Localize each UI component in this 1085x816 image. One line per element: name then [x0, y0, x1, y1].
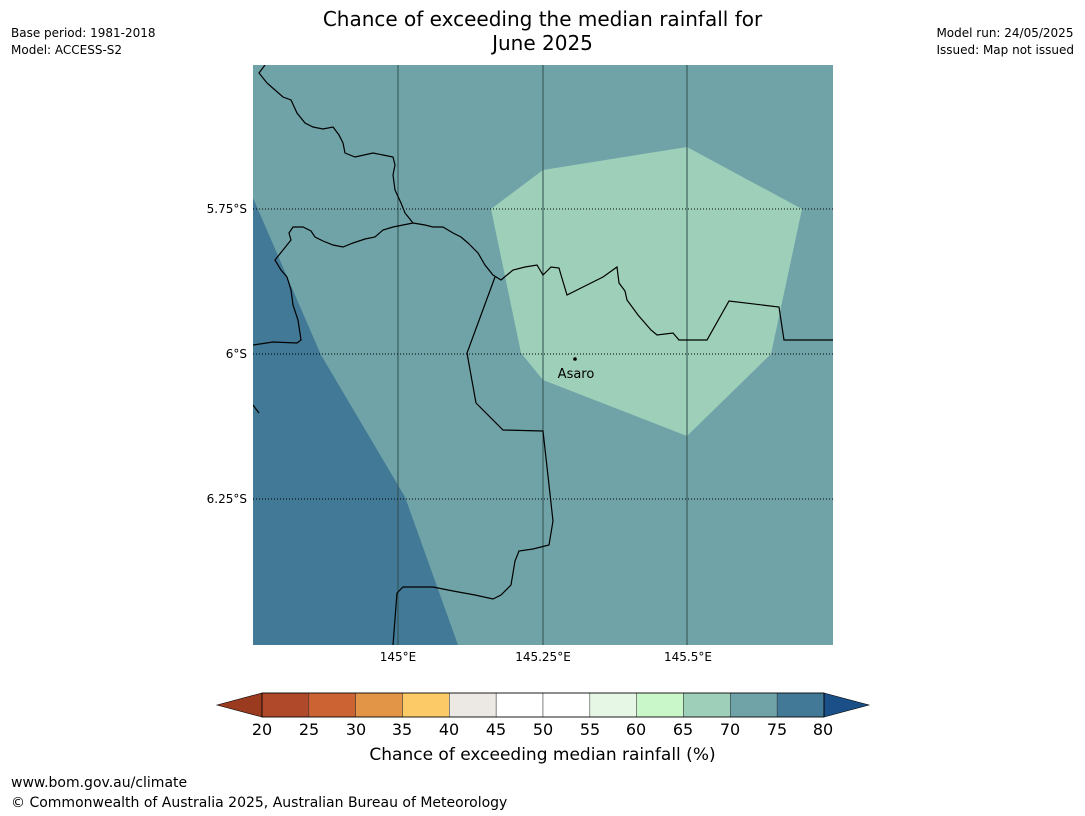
- meta-left: Base period: 1981-2018 Model: ACCESS-S2: [11, 25, 156, 59]
- colorbar-segment: [449, 692, 497, 718]
- colorbar-title: Chance of exceeding median rainfall (%): [369, 745, 716, 765]
- graticule: [397, 65, 688, 645]
- colorbar-tick: 40: [438, 720, 460, 739]
- colorbar-segment: [308, 692, 356, 718]
- issued-status: Issued: Map not issued: [936, 43, 1074, 57]
- asaro-marker: [573, 357, 577, 361]
- colorbar-tick: 75: [766, 720, 788, 739]
- map-title: Chance of exceeding the median rainfall …: [0, 7, 1085, 55]
- colorbar-tick: 60: [625, 720, 647, 739]
- colorbar-segment: [776, 692, 825, 718]
- lat-label-6-25: 6.25°S: [206, 492, 247, 506]
- base-period: Base period: 1981-2018: [11, 26, 156, 40]
- footer-url: www.bom.gov.au/climate: [11, 775, 188, 791]
- colorbar-tick: 55: [579, 720, 601, 739]
- colorbar-tick: 50: [532, 720, 554, 739]
- colorbar-tick: 30: [345, 720, 367, 739]
- colorbar: [215, 692, 871, 718]
- title-line-2: June 2025: [492, 31, 593, 55]
- colorbar-segment: [402, 692, 450, 718]
- latitude-lines: [253, 208, 833, 500]
- colorbar-segment: [730, 692, 778, 718]
- colorbar-under-arrow: [215, 692, 263, 718]
- lon-label-145-25: 145.25°E: [515, 650, 571, 664]
- colorbar-tick: 70: [719, 720, 741, 739]
- colorbar-segment: [683, 692, 731, 718]
- colorbar-segments: [261, 692, 825, 718]
- footer-copyright: © Commonwealth of Australia 2025, Austra…: [11, 795, 508, 811]
- province-boundaries: [253, 65, 833, 645]
- lon-label-145-5: 145.5°E: [664, 650, 712, 664]
- colorbar-segment: [355, 692, 403, 718]
- zone-75-80: [253, 198, 458, 645]
- lat-label-6: 6°S: [225, 347, 247, 361]
- colorbar-tick: 20: [251, 720, 273, 739]
- colorbar-frame: [261, 692, 825, 718]
- model-name: Model: ACCESS-S2: [11, 43, 123, 57]
- rainfall-map: Asaro: [253, 65, 833, 645]
- colorbar-tick: 25: [298, 720, 320, 739]
- colorbar-segment: [636, 692, 684, 718]
- colorbar-over-arrow: [823, 692, 871, 718]
- meta-right: Model run: 24/05/2025 Issued: Map not is…: [936, 25, 1074, 59]
- title-line-1: Chance of exceeding the median rainfall …: [322, 7, 763, 31]
- colorbar-tick: 80: [812, 720, 834, 739]
- model-run: Model run: 24/05/2025: [936, 26, 1074, 40]
- asaro-label: Asaro: [558, 367, 595, 382]
- zone-65-70: [491, 147, 802, 436]
- colorbar-tick: 65: [672, 720, 694, 739]
- lat-label-5-75: 5.75°S: [206, 202, 247, 216]
- colorbar-segment: [542, 692, 591, 718]
- colorbar-tick: 35: [391, 720, 413, 739]
- lon-label-145: 145°E: [379, 650, 417, 664]
- colorbar-tick: 45: [485, 720, 507, 739]
- colorbar-segment: [261, 692, 310, 718]
- colorbar-segment: [589, 692, 637, 718]
- colorbar-segment: [495, 692, 544, 718]
